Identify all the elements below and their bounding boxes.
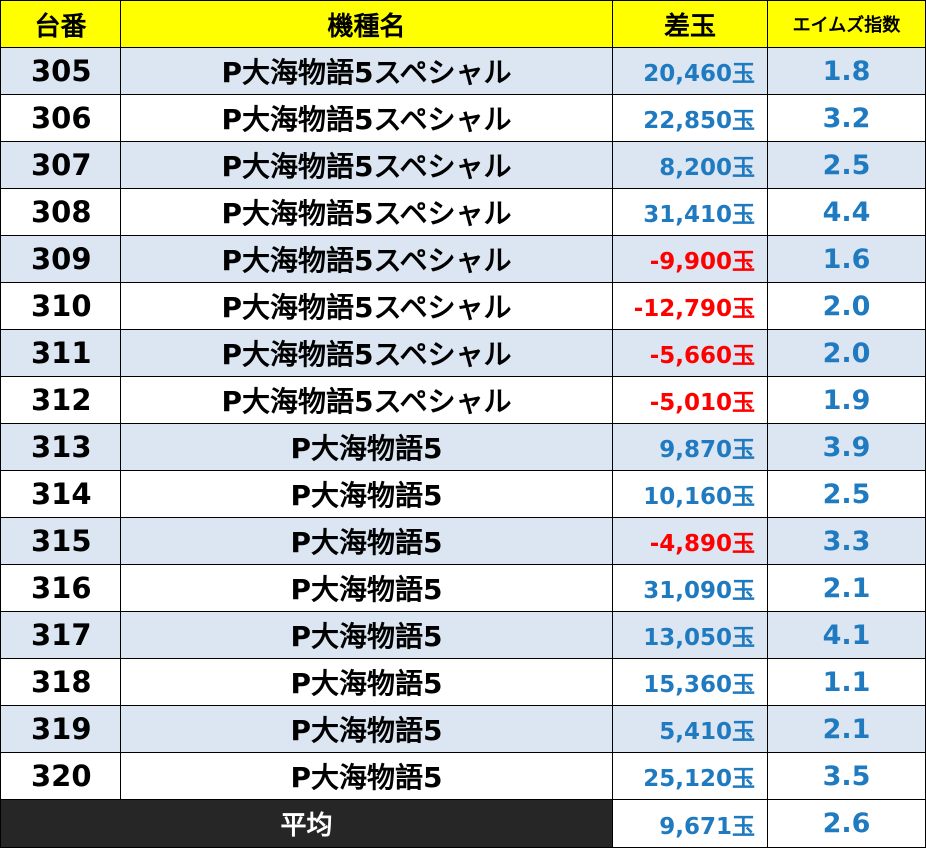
ball-difference-cell: -4,890玉 <box>612 517 768 565</box>
aims-index-cell: 1.6 <box>767 235 926 283</box>
model-name-cell: P大海物語5スペシャル <box>120 235 613 283</box>
table-row: 311 P大海物語5スペシャル -5,660玉 2.0 <box>0 329 926 377</box>
table-header: 台番 機種名 差玉 エイムズ指数 <box>0 0 926 48</box>
ball-difference-cell: 15,360玉 <box>612 658 768 706</box>
ball-difference-cell: 8,200玉 <box>612 141 768 189</box>
model-name-cell: P大海物語5スペシャル <box>120 141 613 189</box>
average-row: 平均 9,671玉 2.6 <box>0 799 926 848</box>
model-name-cell: P大海物語5スペシャル <box>120 188 613 236</box>
table-row: 307 P大海物語5スペシャル 8,200玉 2.5 <box>0 141 926 189</box>
table-row: 314 P大海物語5 10,160玉 2.5 <box>0 470 926 518</box>
machine-number-cell: 308 <box>0 188 121 236</box>
header-model-name: 機種名 <box>120 0 613 48</box>
table-row: 310 P大海物語5スペシャル -12,790玉 2.0 <box>0 282 926 330</box>
table-row: 320 P大海物語5 25,120玉 3.5 <box>0 752 926 800</box>
aims-index-cell: 1.9 <box>767 376 926 424</box>
aims-index-cell: 4.1 <box>767 611 926 659</box>
ball-difference-cell: 31,090玉 <box>612 564 768 612</box>
average-aims-index: 2.6 <box>767 799 926 848</box>
machine-number-cell: 306 <box>0 94 121 142</box>
machine-number-cell: 317 <box>0 611 121 659</box>
machine-number-cell: 318 <box>0 658 121 706</box>
table-row: 316 P大海物語5 31,090玉 2.1 <box>0 564 926 612</box>
machine-number-cell: 319 <box>0 705 121 753</box>
model-name-cell: P大海物語5 <box>120 423 613 471</box>
ball-difference-cell: 13,050玉 <box>612 611 768 659</box>
model-name-cell: P大海物語5 <box>120 658 613 706</box>
machine-number-cell: 309 <box>0 235 121 283</box>
machine-data-table: 台番 機種名 差玉 エイムズ指数 305 P大海物語5スペシャル 20,460玉 1.… <box>0 0 926 848</box>
table-row: 317 P大海物語5 13,050玉 4.1 <box>0 611 926 659</box>
aims-index-cell: 4.4 <box>767 188 926 236</box>
ball-difference-cell: 25,120玉 <box>612 752 768 800</box>
model-name-cell: P大海物語5 <box>120 564 613 612</box>
table-row: 312 P大海物語5スペシャル -5,010玉 1.9 <box>0 376 926 424</box>
model-name-cell: P大海物語5 <box>120 517 613 565</box>
machine-number-cell: 314 <box>0 470 121 518</box>
aims-index-cell: 1.1 <box>767 658 926 706</box>
table-row: 313 P大海物語5 9,870玉 3.9 <box>0 423 926 471</box>
average-label: 平均 <box>0 799 613 848</box>
model-name-cell: P大海物語5 <box>120 752 613 800</box>
ball-difference-cell: 20,460玉 <box>612 47 768 95</box>
table-body: 305 P大海物語5スペシャル 20,460玉 1.8 306 P大海物語5スペシャル 22… <box>0 47 926 800</box>
machine-number-cell: 312 <box>0 376 121 424</box>
ball-difference-cell: 22,850玉 <box>612 94 768 142</box>
table-footer: 平均 9,671玉 2.6 <box>0 799 926 848</box>
ball-difference-cell: 5,410玉 <box>612 705 768 753</box>
table-row: 315 P大海物語5 -4,890玉 3.3 <box>0 517 926 565</box>
table-row: 319 P大海物語5 5,410玉 2.1 <box>0 705 926 753</box>
machine-number-cell: 316 <box>0 564 121 612</box>
model-name-cell: P大海物語5 <box>120 470 613 518</box>
machine-number-cell: 305 <box>0 47 121 95</box>
ball-difference-cell: -5,010玉 <box>612 376 768 424</box>
machine-number-cell: 311 <box>0 329 121 377</box>
aims-index-cell: 1.8 <box>767 47 926 95</box>
table-row: 308 P大海物語5スペシャル 31,410玉 4.4 <box>0 188 926 236</box>
table-row: 306 P大海物語5スペシャル 22,850玉 3.2 <box>0 94 926 142</box>
aims-index-cell: 2.5 <box>767 470 926 518</box>
model-name-cell: P大海物語5スペシャル <box>120 376 613 424</box>
header-row: 台番 機種名 差玉 エイムズ指数 <box>0 0 926 48</box>
aims-index-cell: 2.0 <box>767 282 926 330</box>
aims-index-cell: 2.1 <box>767 564 926 612</box>
header-ball-difference: 差玉 <box>612 0 768 48</box>
machine-number-cell: 313 <box>0 423 121 471</box>
aims-index-cell: 2.0 <box>767 329 926 377</box>
aims-index-cell: 2.5 <box>767 141 926 189</box>
average-ball-difference: 9,671玉 <box>612 799 768 848</box>
aims-index-cell: 3.3 <box>767 517 926 565</box>
model-name-cell: P大海物語5スペシャル <box>120 47 613 95</box>
machine-number-cell: 310 <box>0 282 121 330</box>
header-machine-number: 台番 <box>0 0 121 48</box>
ball-difference-cell: 9,870玉 <box>612 423 768 471</box>
machine-number-cell: 320 <box>0 752 121 800</box>
machine-number-cell: 315 <box>0 517 121 565</box>
table-row: 309 P大海物語5スペシャル -9,900玉 1.6 <box>0 235 926 283</box>
model-name-cell: P大海物語5スペシャル <box>120 94 613 142</box>
header-aims-index: エイムズ指数 <box>767 0 926 48</box>
table-row: 305 P大海物語5スペシャル 20,460玉 1.8 <box>0 47 926 95</box>
aims-index-cell: 3.2 <box>767 94 926 142</box>
table-row: 318 P大海物語5 15,360玉 1.1 <box>0 658 926 706</box>
aims-index-cell: 3.5 <box>767 752 926 800</box>
model-name-cell: P大海物語5スペシャル <box>120 329 613 377</box>
ball-difference-cell: -5,660玉 <box>612 329 768 377</box>
ball-difference-cell: -12,790玉 <box>612 282 768 330</box>
machine-number-cell: 307 <box>0 141 121 189</box>
model-name-cell: P大海物語5 <box>120 705 613 753</box>
ball-difference-cell: 10,160玉 <box>612 470 768 518</box>
aims-index-cell: 3.9 <box>767 423 926 471</box>
model-name-cell: P大海物語5スペシャル <box>120 282 613 330</box>
aims-index-cell: 2.1 <box>767 705 926 753</box>
ball-difference-cell: -9,900玉 <box>612 235 768 283</box>
ball-difference-cell: 31,410玉 <box>612 188 768 236</box>
model-name-cell: P大海物語5 <box>120 611 613 659</box>
